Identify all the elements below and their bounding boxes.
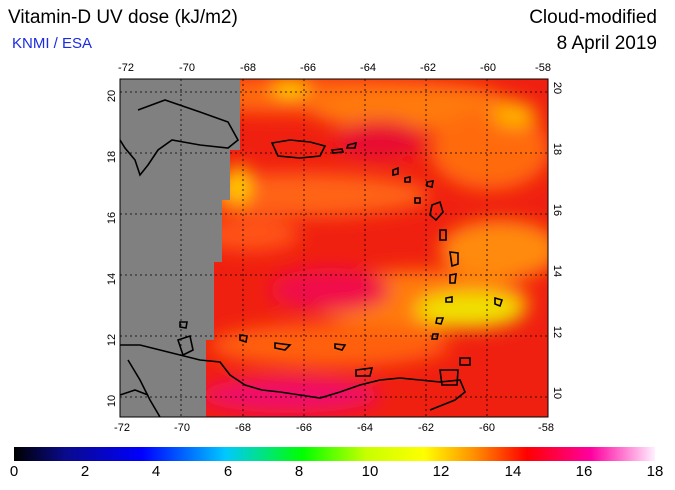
colorbar-label: 6 bbox=[223, 463, 233, 480]
colorbar-label: 14 bbox=[504, 463, 522, 480]
right-lat-label: 12 bbox=[551, 326, 563, 338]
top-lon-label: -64 bbox=[360, 62, 376, 74]
top-lon-label: -72 bbox=[118, 62, 134, 74]
top-lon-label: -58 bbox=[535, 62, 551, 74]
right-lat-label: 16 bbox=[551, 204, 563, 216]
left-lat-label: 12 bbox=[106, 334, 118, 346]
top-lon-label: -68 bbox=[240, 62, 256, 74]
date-label: 8 April 2019 bbox=[556, 33, 657, 54]
bottom-lon-label: -68 bbox=[235, 422, 251, 434]
axis-labels: -72 -70 -68 -66 -64 -62 -60 -58 -72 -70 … bbox=[106, 62, 563, 434]
gridlines bbox=[120, 79, 548, 417]
left-lat-label: 16 bbox=[106, 212, 118, 224]
bottom-lon-label: -72 bbox=[114, 422, 130, 434]
bottom-lon-label: -62 bbox=[418, 422, 434, 434]
colorbar-label: 8 bbox=[294, 463, 304, 480]
colorbar-label: 0 bbox=[9, 463, 19, 480]
product-label: Cloud-modified bbox=[529, 7, 657, 28]
map-title: Vitamin-D UV dose (kJ/m2) bbox=[8, 7, 238, 28]
colorbar-label: 16 bbox=[575, 463, 593, 480]
right-lat-label: 18 bbox=[551, 143, 563, 155]
top-lon-label: -62 bbox=[420, 62, 436, 74]
uv-dose-field bbox=[120, 79, 548, 417]
coastlines bbox=[119, 99, 504, 418]
left-lat-label: 20 bbox=[106, 90, 118, 102]
bottom-lon-label: -60 bbox=[479, 422, 495, 434]
bottom-lon-label: -64 bbox=[357, 422, 373, 434]
bottom-lon-label: -70 bbox=[174, 422, 190, 434]
top-lon-label: -70 bbox=[179, 62, 195, 74]
right-lat-label: 10 bbox=[551, 387, 563, 399]
left-lat-label: 14 bbox=[106, 273, 118, 285]
bottom-lon-label: -66 bbox=[296, 422, 312, 434]
map-frame bbox=[119, 78, 549, 418]
colorbar-label: 12 bbox=[432, 463, 450, 480]
colorbar-label: 10 bbox=[361, 463, 379, 480]
right-lat-label: 14 bbox=[551, 265, 563, 277]
credit-label: KNMI / ESA bbox=[12, 35, 93, 52]
colorbar-label: 2 bbox=[80, 463, 90, 480]
right-lat-label: 20 bbox=[551, 82, 563, 94]
colorbar-label: 18 bbox=[646, 463, 664, 480]
left-lat-label: 18 bbox=[106, 151, 118, 163]
bottom-lon-label: -58 bbox=[538, 422, 554, 434]
top-lon-label: -66 bbox=[300, 62, 316, 74]
colorbar bbox=[14, 447, 655, 461]
left-lat-label: 10 bbox=[106, 395, 118, 407]
top-lon-label: -60 bbox=[480, 62, 496, 74]
colorbar-label: 4 bbox=[151, 463, 161, 480]
